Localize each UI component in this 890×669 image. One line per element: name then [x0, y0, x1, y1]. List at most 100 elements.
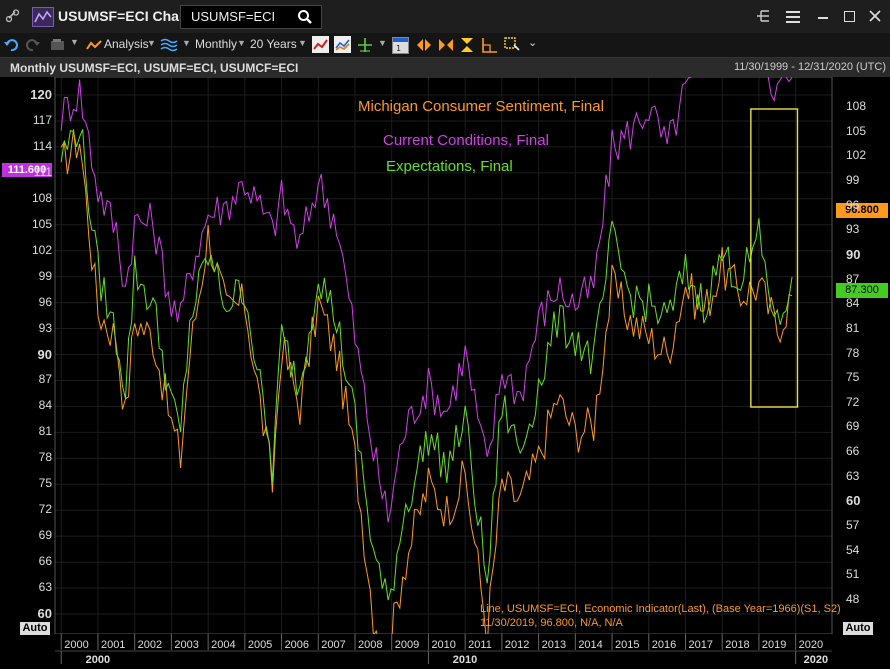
tree-icon[interactable]	[755, 9, 771, 23]
plot-background	[55, 77, 832, 634]
chart-toolbar: ▼ Analysis ▼ ▼ Monthly ▼ 20 Years ▼ ▼ 1 …	[0, 33, 890, 58]
year-tick-label: 2014	[578, 639, 602, 651]
decade-label: 2020	[804, 654, 828, 664]
left-axis-tick-label: 60	[37, 606, 52, 621]
select-region-icon[interactable]	[504, 37, 520, 53]
right-axis-tick-label: 105	[846, 123, 867, 138]
right-axis-tick-label: 78	[846, 345, 860, 360]
template-icon[interactable]	[50, 38, 66, 52]
year-tick-label: 2008	[358, 639, 382, 651]
year-tick-label: 2011	[468, 639, 492, 651]
left-axis-tick-label: 72	[38, 502, 52, 517]
left-axis-tick-label: 66	[38, 554, 52, 569]
right-axis-tick-label: 66	[846, 444, 860, 459]
year-tick-label: 2015	[615, 639, 639, 651]
year-tick-label: 2004	[211, 639, 235, 651]
calendar-icon[interactable]: 1	[392, 37, 409, 54]
right-axis-tick-label: 57	[846, 518, 860, 533]
template-dropdown-arrow[interactable]: ▼	[70, 37, 79, 47]
left-axis-tick-label: 117	[32, 112, 52, 127]
symbol-search-field[interactable]: USUMSF=ECI	[180, 5, 322, 29]
undo-icon[interactable]	[3, 37, 19, 53]
right-axis-tick-label: 72	[846, 394, 860, 409]
minimize-icon[interactable]	[818, 17, 828, 19]
left-axis-tick-label: 84	[38, 398, 52, 413]
right-axis-tick-label: 84	[846, 296, 860, 311]
link-icon[interactable]	[5, 9, 20, 23]
title-bar: USUMSF=ECI Chart USUMSF=ECI	[0, 0, 890, 34]
year-tick-label: 2000	[64, 639, 88, 651]
year-tick-label: 2005	[248, 639, 272, 651]
data-info-line-1: Line, USUMSF=ECI, Economic Indicator(Las…	[480, 603, 841, 615]
svg-text:1: 1	[396, 44, 401, 53]
right-axis-auto-button[interactable]: Auto	[843, 622, 873, 635]
legend-expectations: Expectations, Final	[386, 158, 513, 175]
scroll-icon[interactable]	[416, 38, 432, 52]
zoom-box-icon[interactable]	[482, 37, 498, 53]
data-info-line-2-text: 11/30/2019, 96.800, N/A, N/A	[480, 617, 623, 629]
range-dropdown[interactable]: 20 Years	[250, 37, 297, 51]
search-icon[interactable]	[297, 9, 313, 25]
left-axis-tick-label: 102	[31, 242, 52, 257]
left-axis-auto-button[interactable]: Auto	[20, 622, 50, 635]
decade-label: 2000	[86, 654, 110, 664]
crosshair-dropdown-arrow[interactable]: ▼	[378, 38, 387, 48]
right-axis-tick-label: 51	[846, 567, 860, 582]
right-axis-tick-label: 60	[846, 493, 861, 509]
time-axis: 2000 2001 2002 2003 2004 2005 2006 2007 2008 2009…	[0, 634, 890, 666]
right-axis-tick-label: 90	[846, 246, 861, 262]
year-tick-label: 2006	[285, 639, 309, 651]
interval-dropdown-arrow[interactable]: ▼	[237, 38, 246, 48]
left-axis-tick-label: 120	[30, 87, 52, 102]
chart-plot-area: 2000 2001 2002 2003 2004 2005 2006 2007 2008 2009…	[0, 28, 890, 669]
right-axis-tick-label: 96	[846, 197, 860, 212]
data-info-line-2: 11/30/2019, 96.800, N/A, N/A	[480, 617, 623, 629]
right-axis-tick-label: 108	[846, 99, 867, 113]
zoom-in-x-icon[interactable]	[438, 38, 454, 52]
left-axis-tick-label: 96	[38, 294, 52, 309]
right-axis-tick-label: 87	[846, 271, 860, 286]
last-value-left: 111.600	[2, 163, 52, 177]
close-icon[interactable]	[868, 9, 882, 23]
analysis-dropdown-arrow[interactable]: ▼	[147, 38, 156, 48]
more-tools-icon[interactable]: ⌄	[528, 37, 538, 49]
right-axis-tick-label: 75	[846, 370, 860, 385]
series-list-label: Monthly USUMSF=ECI, USUMF=ECI, USUMCF=EC…	[10, 61, 299, 75]
legend-current-conditions: Current Conditions, Final	[383, 132, 549, 149]
year-tick-label: 2001	[101, 639, 125, 651]
fit-y-icon[interactable]	[460, 37, 474, 53]
symbol-search-value: USUMSF=ECI	[191, 9, 276, 24]
compare-chart-icon[interactable]	[334, 36, 351, 53]
redo-icon[interactable]	[25, 37, 41, 53]
chart-app-icon	[32, 7, 54, 27]
series-line-2	[60, 28, 793, 523]
chart-style-dropdown-arrow[interactable]: ▼	[182, 38, 191, 48]
left-axis-tick-label: 108	[31, 190, 52, 205]
time-axis-background	[0, 634, 890, 664]
left-axis-tick-label: 99	[38, 268, 52, 283]
interval-dropdown[interactable]: Monthly	[195, 37, 238, 51]
right-axis-tick-label: 81	[846, 320, 860, 335]
year-tick-label: 2019	[762, 639, 786, 651]
left-axis-tick-label: 78	[38, 450, 52, 465]
window-title: USUMSF=ECI Chart	[58, 8, 190, 24]
menu-icon[interactable]	[786, 10, 800, 23]
left-axis-tick-label: 105	[31, 216, 52, 231]
series-line-3	[60, 129, 793, 601]
year-tick-label: 2018	[725, 639, 749, 651]
analysis-icon[interactable]	[86, 38, 102, 52]
range-dropdown-arrow[interactable]: ▼	[298, 38, 307, 48]
left-axis-tick-label: 87	[38, 372, 52, 387]
chart-style-icon[interactable]	[160, 37, 178, 53]
right-axis-tick-label: 93	[846, 222, 860, 237]
series-lines	[60, 28, 793, 669]
crosshair-icon[interactable]	[357, 37, 373, 53]
line-chart-icon[interactable]	[312, 36, 329, 53]
left-axis-tick-label: 111	[33, 164, 52, 179]
analysis-button[interactable]: Analysis	[104, 37, 149, 51]
maximize-icon[interactable]	[844, 11, 855, 22]
chart-svg: 2000 2001 2002 2003 2004 2005 2006 2007 2008 2009…	[0, 28, 890, 669]
highlight-box	[750, 108, 799, 408]
right-axis-tick-label: 63	[846, 468, 860, 483]
left-axis-tick-label: 81	[38, 424, 52, 439]
